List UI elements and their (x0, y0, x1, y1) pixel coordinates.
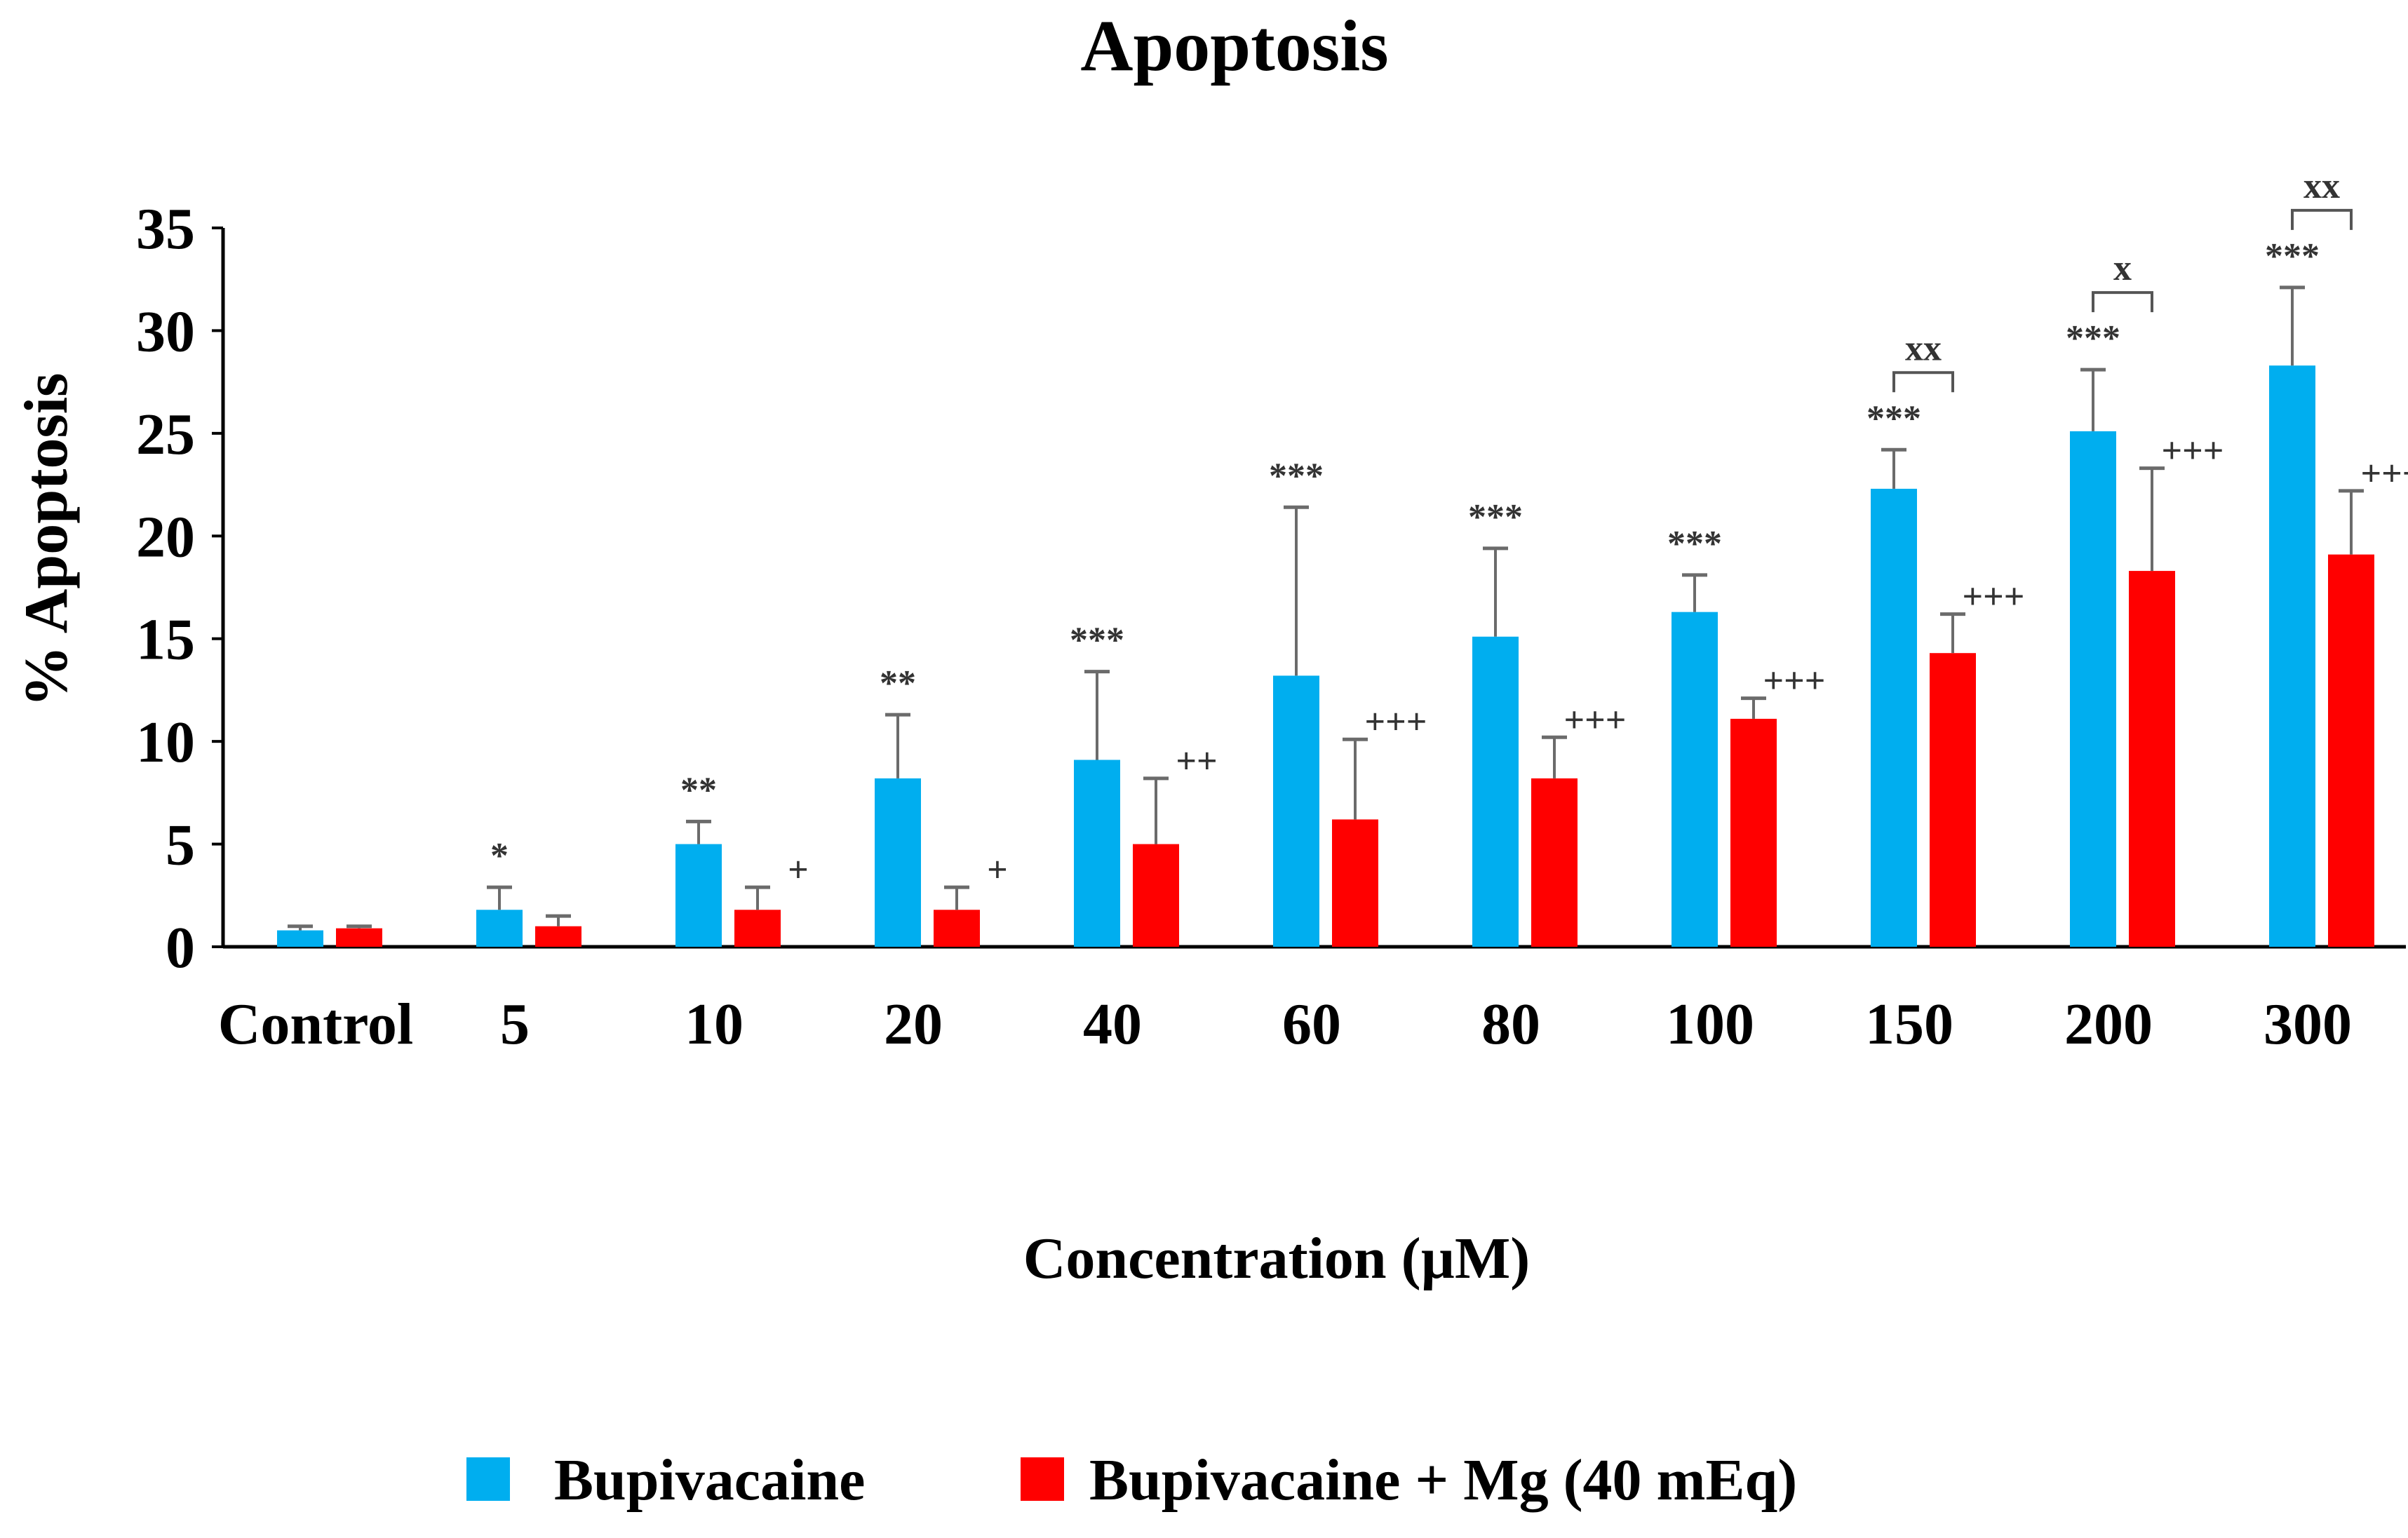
significance-marker: *** (1667, 524, 1722, 564)
bar-bupivacaine-mg (734, 910, 781, 947)
legend-swatch-bupivacaine (466, 1457, 510, 1501)
plot-area: 0 5 10 15 20 25 30 35 Control * 5 ** +10 ** +20 *** ++ 40… (136, 166, 2408, 1057)
comparison-marker: xx (1905, 328, 1942, 368)
bar-bupivacaine (1672, 612, 1718, 947)
significance-marker: ++ (1176, 741, 1217, 781)
x-tick-label: 200 (2064, 992, 2153, 1057)
bar-bupivacaine (1074, 760, 1120, 947)
significance-marker: *** (1070, 621, 1124, 661)
bar-bupivacaine-mg (1332, 819, 1378, 947)
y-tick-label: 0 (166, 915, 195, 980)
bar-bupivacaine-mg (1730, 718, 1777, 947)
y-axis-label: % Apoptosis (13, 373, 81, 708)
significance-marker: ** (680, 770, 717, 810)
y-tick-label: 35 (136, 196, 195, 262)
x-tick-label: 150 (1865, 992, 1953, 1057)
legend-swatch-bupivacaine-mg (1021, 1457, 1064, 1501)
significance-marker: +++ (1763, 661, 1826, 701)
bar-bupivacaine-mg (934, 910, 980, 947)
y-tick-label: 20 (136, 504, 195, 569)
chart-title: Apoptosis (1080, 6, 1388, 86)
legend-label-bupivacaine: Bupivacaine (554, 1448, 865, 1513)
x-tick-label: 300 (2264, 992, 2352, 1057)
y-tick-label: 5 (166, 813, 195, 878)
bar-bupivacaine (1871, 488, 1917, 947)
bar-bupivacaine (1273, 675, 1319, 947)
legend: Bupivacaine Bupivacaine + Mg (40 mEq) (466, 1448, 1797, 1513)
significance-marker: +++ (1963, 577, 2025, 617)
significance-marker: *** (2066, 318, 2120, 358)
legend-label-bupivacaine-mg: Bupivacaine + Mg (40 mEq) (1089, 1448, 1797, 1513)
x-tick-label: Control (218, 992, 413, 1057)
x-tick-label: 20 (884, 992, 943, 1057)
x-axis-label: Concentration (µM) (1023, 1226, 1531, 1291)
significance-marker: * (490, 836, 509, 876)
bar-bupivacaine-mg (336, 928, 382, 947)
bar-bupivacaine (476, 910, 523, 947)
bar-bupivacaine (2269, 365, 2315, 947)
y-tick-label: 15 (136, 607, 195, 673)
significance-marker: + (788, 850, 809, 890)
bar-bupivacaine (875, 778, 921, 947)
bar-bupivacaine-mg (1531, 778, 1578, 947)
x-tick-label: 100 (1666, 992, 1754, 1057)
comparison-marker: xx (2303, 166, 2340, 206)
bar-bupivacaine-mg (2129, 571, 2175, 947)
bar-bupivacaine (277, 930, 323, 947)
x-tick-label: 40 (1083, 992, 1142, 1057)
significance-marker: +++ (1365, 702, 1427, 742)
bar-bupivacaine (1472, 636, 1519, 947)
y-tick-label: 25 (136, 402, 195, 467)
bar-bupivacaine-mg (2328, 554, 2374, 947)
x-tick-label: 10 (685, 992, 744, 1057)
significance-marker: *** (1269, 456, 1324, 496)
comparison-marker: x (2113, 248, 2132, 288)
comparison-bracket (2092, 291, 2153, 313)
significance-marker: +++ (2162, 431, 2224, 471)
significance-marker: +++ (1564, 700, 1627, 740)
x-tick-label: 60 (1282, 992, 1341, 1057)
significance-marker: +++ (2361, 454, 2408, 494)
x-tick-label: 80 (1481, 992, 1540, 1057)
bar-bupivacaine-mg (1133, 844, 1179, 947)
x-tick-label: 5 (500, 992, 530, 1057)
y-tick-label: 30 (136, 299, 195, 364)
comparison-bracket (1892, 371, 1954, 393)
significance-marker: *** (1866, 398, 1921, 438)
comparison-bracket (2291, 208, 2353, 230)
bar-bupivacaine-mg (535, 926, 581, 947)
bar-bupivacaine-mg (1930, 653, 1976, 947)
bar-bupivacaine (2070, 431, 2116, 947)
y-tick-label: 10 (136, 710, 195, 775)
bar-bupivacaine (675, 844, 722, 947)
significance-marker: ** (880, 663, 916, 703)
significance-marker: *** (1468, 497, 1523, 537)
significance-marker: + (987, 850, 1008, 890)
significance-marker: *** (2265, 236, 2320, 276)
